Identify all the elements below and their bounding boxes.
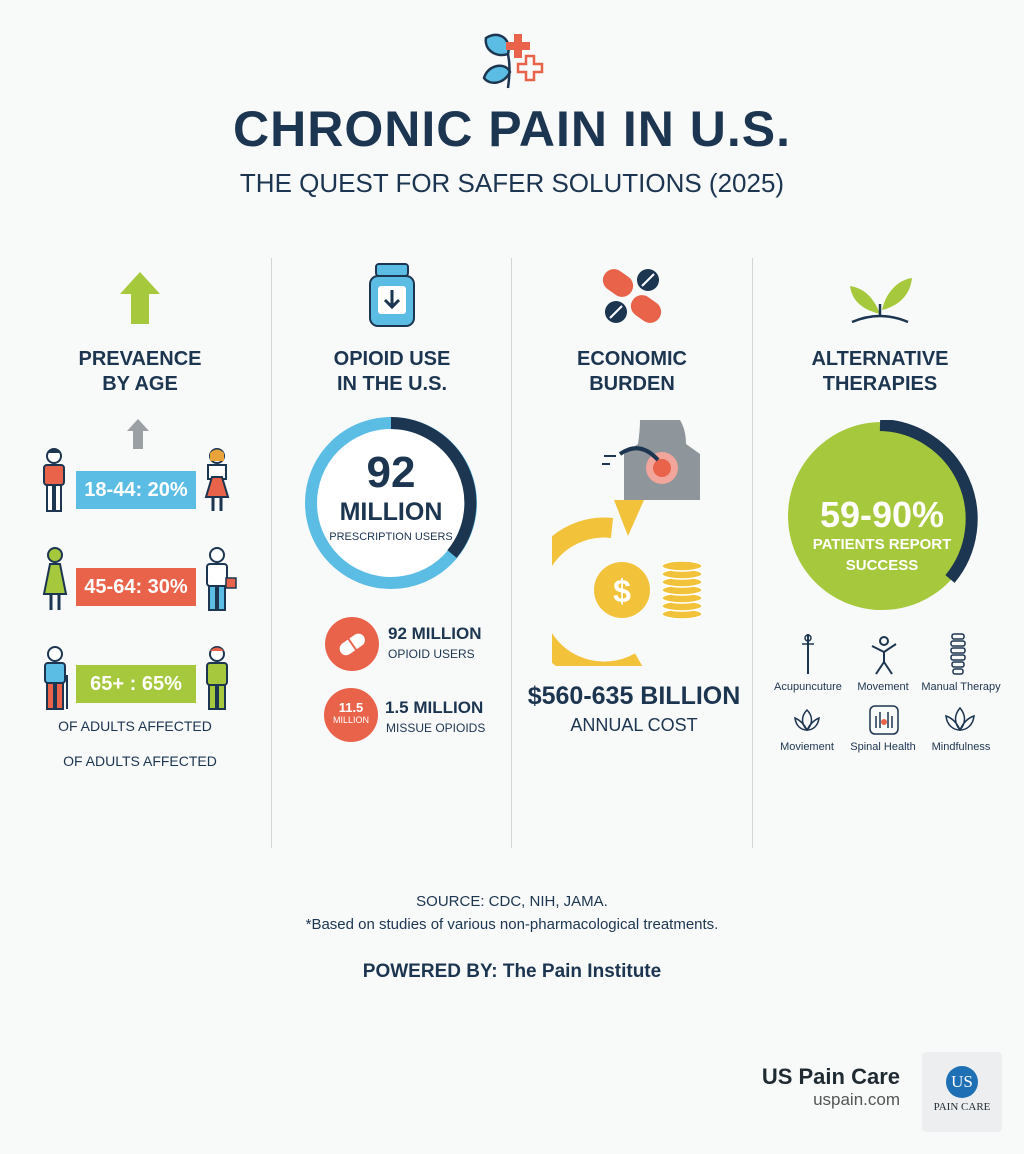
- opioid-donut-label: PRESCRIPTION USERS: [329, 531, 453, 543]
- pills-icon: [602, 269, 662, 323]
- person-icon: [206, 646, 228, 710]
- leaf-cross-logo-icon: [482, 33, 544, 89]
- misuse-value: 1.5 MILLION: [385, 698, 484, 717]
- therapy-label: Mindfulness: [931, 741, 991, 753]
- powered-by-name: The Pain Institute: [502, 961, 662, 982]
- brand-logo-text: PAIN CARE: [933, 1101, 991, 1113]
- svg-text:$: $: [613, 573, 631, 609]
- person-icon: [206, 547, 237, 611]
- page-subtitle: THE QUEST FOR SAFER SOLUTIONS (2025): [239, 168, 785, 198]
- source-line: SOURCE: CDC, NIH, JAMA.: [416, 893, 608, 910]
- therapy-label: Movement: [857, 681, 909, 693]
- success-pie-chart: [788, 420, 978, 610]
- therapy-label: Acupuncuture: [774, 681, 842, 693]
- opioid-heading-line2: IN THE U.S.: [336, 373, 447, 395]
- economic-heading-line1: ECONOMIC: [577, 348, 687, 370]
- sprout-icon: [850, 278, 912, 324]
- person-icon: [204, 448, 230, 511]
- age-bar-65-plus: 65+ : 65%: [76, 665, 196, 703]
- pie-label-line2: SUCCESS: [845, 557, 919, 574]
- column-divider: [271, 258, 272, 848]
- pie-value: 59-90%: [819, 494, 945, 535]
- misuse-badge-value: 11.5: [338, 700, 364, 715]
- person-icon: [43, 448, 65, 512]
- prevalence-note: OF ADULTS AFFECTED: [63, 753, 217, 769]
- prevalence-note: OF ADULTS AFFECTED: [58, 718, 212, 734]
- small-up-arrow-icon: [127, 419, 149, 449]
- misuse-label: MISSUE OPIOIDS: [386, 721, 486, 735]
- up-arrow-icon: [120, 272, 160, 324]
- opioid-users-label: OPIOID USERS: [388, 647, 475, 661]
- economic-heading-line2: BURDEN: [589, 373, 675, 395]
- spine-icon: [950, 633, 966, 675]
- needle-icon: [802, 634, 814, 674]
- therapy-label: Spinal Health: [850, 741, 916, 753]
- opioid-donut-chart: [305, 417, 477, 589]
- economic-value: $560-635 BILLION: [527, 682, 741, 710]
- cost-growth-icon: $: [552, 500, 703, 666]
- column-divider: [511, 258, 512, 848]
- powered-by: POWERED BY: The Pain Institute: [0, 961, 1024, 983]
- opioid-users-value: 92 MILLION: [388, 624, 482, 643]
- powered-by-prefix: POWERED BY:: [362, 961, 498, 982]
- opioid-donut-unit: MILLION: [339, 498, 443, 526]
- therapy-label: Moviement: [780, 741, 834, 753]
- person-icon: [42, 547, 68, 610]
- economic-label: ANNUAL COST: [570, 715, 698, 735]
- therapy-label: Manual Therapy: [921, 681, 1001, 693]
- prevalence-heading-line2: BY AGE: [102, 373, 178, 395]
- footnote: *Based on studies of various non-pharmac…: [305, 916, 719, 933]
- opioid-donut-value: 92: [366, 448, 416, 497]
- pills-icon: [325, 617, 379, 671]
- prevalence-heading-line1: PREVAENCE: [78, 348, 202, 370]
- pie-label-line1: PATIENTS REPORT: [812, 536, 952, 553]
- misuse-badge-unit: MILLION: [332, 715, 369, 725]
- hands-icon: [869, 705, 899, 735]
- column-divider: [752, 258, 753, 848]
- brand-logo-mark: US: [946, 1066, 978, 1098]
- lotus-icon: [794, 708, 820, 732]
- opioid-heading-line1: OPIOID USE: [333, 348, 451, 370]
- movement-figure-icon: [871, 636, 897, 675]
- lotus-icon: [945, 706, 975, 732]
- age-bar-45-64: 45-64: 30%: [76, 568, 196, 606]
- back-pain-torso-icon: [602, 420, 700, 500]
- brand-url[interactable]: uspain.com: [813, 1090, 900, 1109]
- alternative-heading-line1: ALTERNATIVE: [811, 348, 949, 370]
- brand-logo[interactable]: US PAIN CARE: [922, 1052, 1002, 1132]
- misuse-badge: 11.5 MILLION: [324, 688, 378, 742]
- alternative-heading-line2: THERAPIES: [822, 373, 938, 395]
- person-icon: [44, 646, 68, 710]
- age-bar-18-44: 18-44: 20%: [76, 471, 196, 509]
- pill-bottle-icon: [369, 263, 415, 327]
- brand-name: US Pain Care: [761, 1064, 900, 1089]
- page-title: CHRONIC PAIN IN U.S.: [233, 101, 791, 157]
